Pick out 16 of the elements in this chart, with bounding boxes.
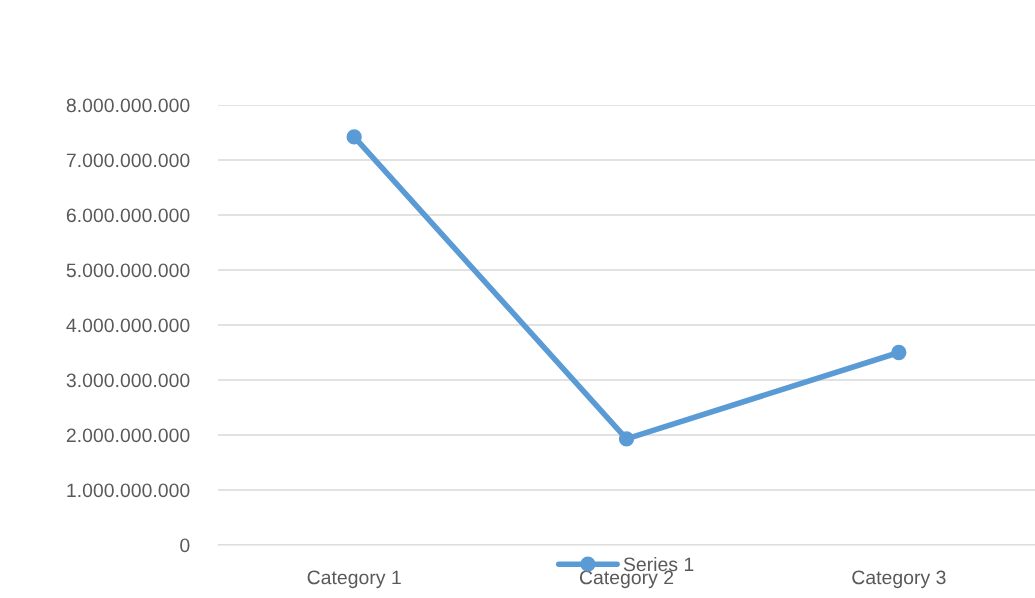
y-tick-label: 3.000.000.000 (66, 373, 190, 388)
y-tick-label: 4.000.000.000 (66, 318, 190, 333)
y-tick-label: 5.000.000.000 (66, 263, 190, 278)
y-tick-label: 8.000.000.000 (66, 98, 190, 113)
point (346, 129, 362, 145)
x-tick-label: Category 2 (579, 570, 674, 589)
point (618, 431, 635, 447)
x-tick-label: Category 3 (852, 570, 946, 589)
y-tick-label: 2.000.000.000 (66, 428, 190, 443)
x-tick-label: Category 1 (307, 570, 401, 589)
legend-label: Series 1 (623, 556, 694, 572)
y-tick-label: 0 (180, 538, 190, 553)
y-tick-label: 6.000.000.000 (66, 208, 190, 223)
y-tick-label: 7.000.000.000 (66, 153, 190, 168)
point (891, 344, 907, 361)
y-tick-label: 1.000.000.000 (67, 483, 190, 498)
